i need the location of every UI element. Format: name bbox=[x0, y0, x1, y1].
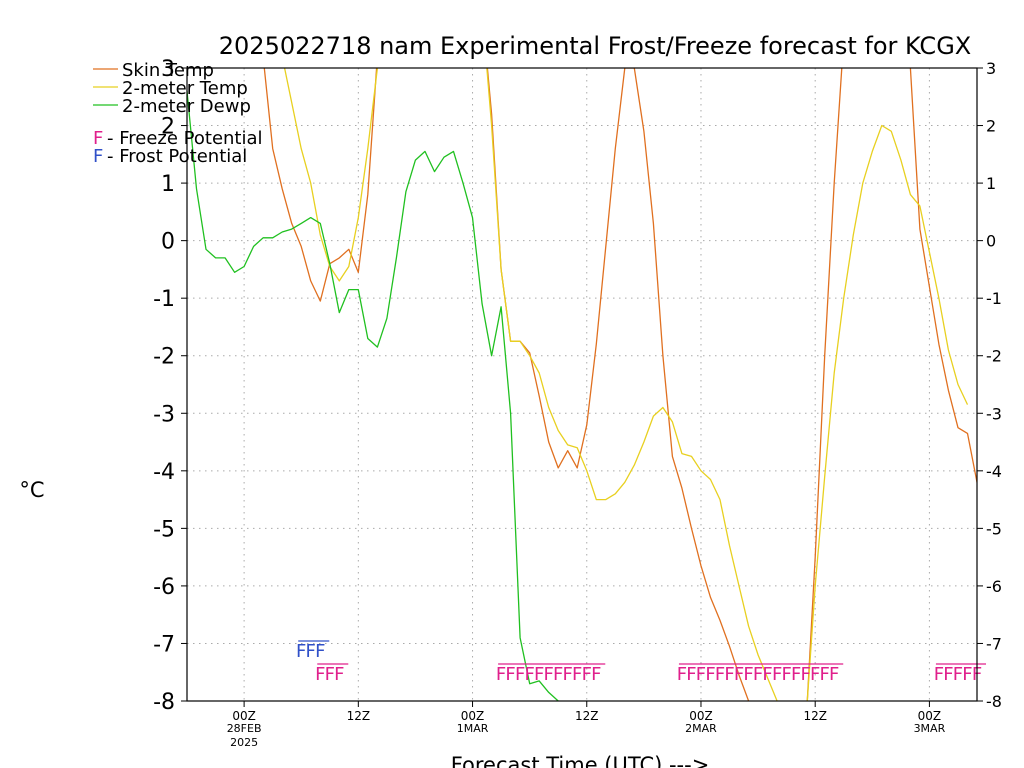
y-tick-label-left: -4 bbox=[153, 460, 175, 485]
freeze-marker: F bbox=[743, 664, 753, 685]
freeze-marker: F bbox=[753, 664, 763, 685]
freeze-marker: F bbox=[820, 664, 830, 685]
freeze-marker: F bbox=[563, 664, 573, 685]
y-tick-label-right: -4 bbox=[986, 462, 1002, 481]
freeze-marker: F bbox=[534, 664, 544, 685]
frost-marker: F bbox=[306, 641, 316, 662]
freeze-marker: F bbox=[953, 664, 963, 685]
series-line-skin-temp bbox=[263, 68, 977, 701]
y-tick-label-left: 3 bbox=[161, 57, 175, 82]
freeze-marker: F bbox=[334, 664, 344, 685]
freeze-marker: F bbox=[791, 664, 801, 685]
y-tick-label-left: -8 bbox=[153, 690, 175, 715]
plot-frame bbox=[186, 67, 978, 702]
y-tick-label-right: -2 bbox=[986, 347, 1002, 366]
freeze-marker: F bbox=[544, 664, 554, 685]
potential-label: - Freeze Potential bbox=[107, 128, 263, 149]
x-tick-date: 1MAR bbox=[457, 722, 489, 735]
y-tick-label-right: 0 bbox=[986, 232, 996, 251]
legend-label: Skin Temp bbox=[122, 60, 214, 81]
freeze-marker: F bbox=[772, 664, 782, 685]
freeze-marker: F bbox=[800, 664, 810, 685]
x-tick-label: 00Z bbox=[918, 709, 942, 723]
freeze-marker: F bbox=[686, 664, 696, 685]
y-tick-label-left: 1 bbox=[161, 172, 175, 197]
freeze-marker: F bbox=[696, 664, 706, 685]
freeze-marker: F bbox=[781, 664, 791, 685]
y-tick-label-left: 0 bbox=[161, 230, 175, 255]
freeze-marker: F bbox=[810, 664, 820, 685]
freeze-marker: F bbox=[724, 664, 734, 685]
y-tick-label-right: 1 bbox=[986, 174, 996, 193]
freeze-marker: F bbox=[962, 664, 972, 685]
x-tick-label: 12Z bbox=[575, 709, 599, 723]
y-tick-label-left: -7 bbox=[153, 632, 175, 657]
axes: 3 3 2 2 1 1 0 0 -1 -1 -2 -2 -3 -3 -4 -4 -5 -5 -6 -6 -7 -7 -8 -8… bbox=[153, 57, 1002, 749]
x-tick-label: 00Z bbox=[461, 709, 485, 723]
freeze-marker: F bbox=[315, 664, 325, 685]
frost-marker: F bbox=[315, 641, 325, 662]
y-tick-label-left: -1 bbox=[153, 287, 175, 312]
freeze-marker: F bbox=[505, 664, 515, 685]
freeze-marker: F bbox=[582, 664, 592, 685]
x-tick-date: 28FEB bbox=[227, 722, 262, 735]
y-tick-label-right: -8 bbox=[986, 692, 1002, 711]
freeze-marker: F bbox=[524, 664, 534, 685]
freeze-marker: F bbox=[572, 664, 582, 685]
y-tick-label-left: -6 bbox=[153, 575, 175, 600]
freeze-marker: F bbox=[591, 664, 601, 685]
freeze-marker: F bbox=[705, 664, 715, 685]
y-axis-label: °C bbox=[19, 478, 44, 502]
chart-title: 2025022718 nam Experimental Frost/Freeze… bbox=[219, 32, 971, 60]
freeze-marker: F bbox=[677, 664, 687, 685]
y-tick-label-left: -5 bbox=[153, 517, 175, 542]
freeze-marker: F bbox=[943, 664, 953, 685]
freeze-marker: F bbox=[762, 664, 772, 685]
y-tick-label-right: -3 bbox=[986, 404, 1002, 423]
series-line-2-meter-dewp bbox=[187, 90, 559, 701]
y-tick-label-right: -7 bbox=[986, 634, 1002, 653]
x-tick-date: 2MAR bbox=[685, 722, 717, 735]
frost-freeze-markers: F F FF F F F F F F F F F F F F F F F F F F F F F F F F F F F F F F F F F F F bbox=[296, 640, 986, 685]
freeze-marker: F bbox=[734, 664, 744, 685]
freeze-marker: F bbox=[553, 664, 563, 685]
y-tick-label-left: -2 bbox=[153, 345, 175, 370]
x-tick-year: 2025 bbox=[230, 736, 258, 749]
plot-area bbox=[187, 68, 977, 701]
potential-symbol: F bbox=[93, 146, 103, 167]
legend-label: 2-meter Temp bbox=[122, 78, 248, 99]
freeze-marker: F bbox=[934, 664, 944, 685]
freeze-marker: F bbox=[515, 664, 525, 685]
frost-marker: F bbox=[296, 641, 306, 662]
x-tick-date: 3MAR bbox=[914, 722, 946, 735]
freeze-marker: F bbox=[715, 664, 725, 685]
y-tick-label-right: -6 bbox=[986, 577, 1002, 596]
series-line-2-meter-temp bbox=[283, 68, 969, 701]
x-axis-label: Forecast Time (UTC) ---> bbox=[451, 753, 710, 768]
legend-label: 2-meter Dewp bbox=[122, 96, 251, 117]
potential-label: - Frost Potential bbox=[107, 146, 247, 167]
y-tick-label-right: -5 bbox=[986, 519, 1002, 538]
y-tick-label-left: 2 bbox=[161, 115, 175, 140]
y-tick-label-right: -1 bbox=[986, 289, 1002, 308]
y-tick-label-left: -3 bbox=[153, 402, 175, 427]
x-tick-label: 12Z bbox=[347, 709, 371, 723]
y-tick-label-right: 3 bbox=[986, 59, 996, 78]
freeze-marker: F bbox=[496, 664, 506, 685]
freeze-marker: F bbox=[325, 664, 335, 685]
x-tick-label: 00Z bbox=[689, 709, 713, 723]
freeze-marker: F bbox=[829, 664, 839, 685]
x-tick-label: 12Z bbox=[803, 709, 827, 723]
potential-symbol: F bbox=[93, 128, 103, 149]
x-tick-label: 00Z bbox=[232, 709, 256, 723]
y-tick-label-right: 2 bbox=[986, 117, 996, 136]
